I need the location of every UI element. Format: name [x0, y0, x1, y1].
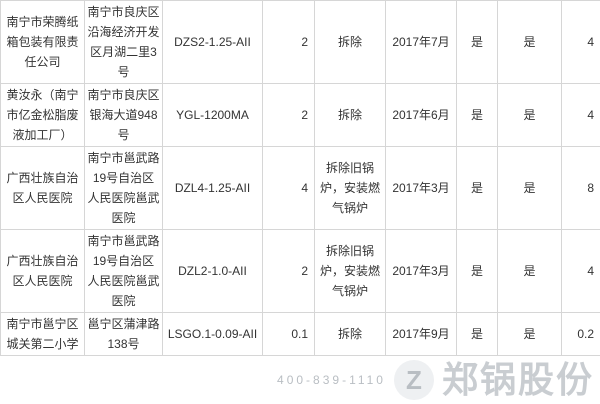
cell-tonnage: 2	[263, 1, 315, 84]
cell-c1: 是	[457, 313, 498, 356]
cell-address: 邕宁区蒲津路138号	[85, 313, 163, 356]
cell-action: 拆除旧锅炉，安装燃气锅炉	[315, 230, 386, 313]
cell-model: DZS2-1.25-AII	[163, 1, 263, 84]
cell-tonnage: 2	[263, 230, 315, 313]
cell-c2: 是	[498, 1, 562, 84]
cell-address: 南宁市良庆区银海大道948号	[85, 84, 163, 147]
cell-c2: 是	[498, 147, 562, 230]
cell-c3: 4	[562, 1, 600, 84]
cell-action: 拆除	[315, 84, 386, 147]
cell-action: 拆除	[315, 1, 386, 84]
cell-tonnage: 2	[263, 84, 315, 147]
cell-date: 2017年7月	[386, 1, 457, 84]
cell-c3: 4	[562, 84, 600, 147]
watermark-name: 郑锅股份	[442, 360, 594, 400]
cell-c2: 是	[498, 84, 562, 147]
cell-address: 南宁市良庆区沿海经济开发区月湖二里3号	[85, 1, 163, 84]
cell-c1: 是	[457, 147, 498, 230]
logo-icon: Z	[394, 360, 434, 400]
cell-model: DZL2-1.0-AII	[163, 230, 263, 313]
watermark-phone: 400-839-1110	[277, 372, 386, 388]
cell-date: 2017年9月	[386, 313, 457, 356]
cell-company: 黄汝永（南宁市亿金松脂废液加工厂）	[1, 84, 85, 147]
cell-model: YGL-1200MA	[163, 84, 263, 147]
cell-c1: 是	[457, 84, 498, 147]
watermark: 400-839-1110 Z 郑锅股份	[277, 358, 594, 402]
cell-date: 2017年6月	[386, 84, 457, 147]
cell-tonnage: 0.1	[263, 313, 315, 356]
cell-c2: 是	[498, 230, 562, 313]
cell-address: 南宁市邕武路19号自治区人民医院邕武医院	[85, 147, 163, 230]
cell-tonnage: 4	[263, 147, 315, 230]
cell-c2: 是	[498, 313, 562, 356]
cell-c3: 8	[562, 147, 600, 230]
cell-c1: 是	[457, 1, 498, 84]
cell-date: 2017年3月	[386, 147, 457, 230]
cell-model: LSGO.1-0.09-AII	[163, 313, 263, 356]
cell-c1: 是	[457, 230, 498, 313]
cell-company: 广西壮族自治区人民医院	[1, 230, 85, 313]
cell-company: 南宁市荣腾纸箱包装有限责任公司	[1, 1, 85, 84]
cell-c3: 4	[562, 230, 600, 313]
cell-company: 南宁市邕宁区城关第二小学	[1, 313, 85, 356]
cell-action: 拆除	[315, 313, 386, 356]
cell-company: 广西壮族自治区人民医院	[1, 147, 85, 230]
cell-date: 2017年3月	[386, 230, 457, 313]
cell-address: 南宁市邕武路19号自治区人民医院邕武医院	[85, 230, 163, 313]
cell-model: DZL4-1.25-AII	[163, 147, 263, 230]
cell-action: 拆除旧锅炉，安装燃气锅炉	[315, 147, 386, 230]
cell-c3: 0.2	[562, 313, 600, 356]
